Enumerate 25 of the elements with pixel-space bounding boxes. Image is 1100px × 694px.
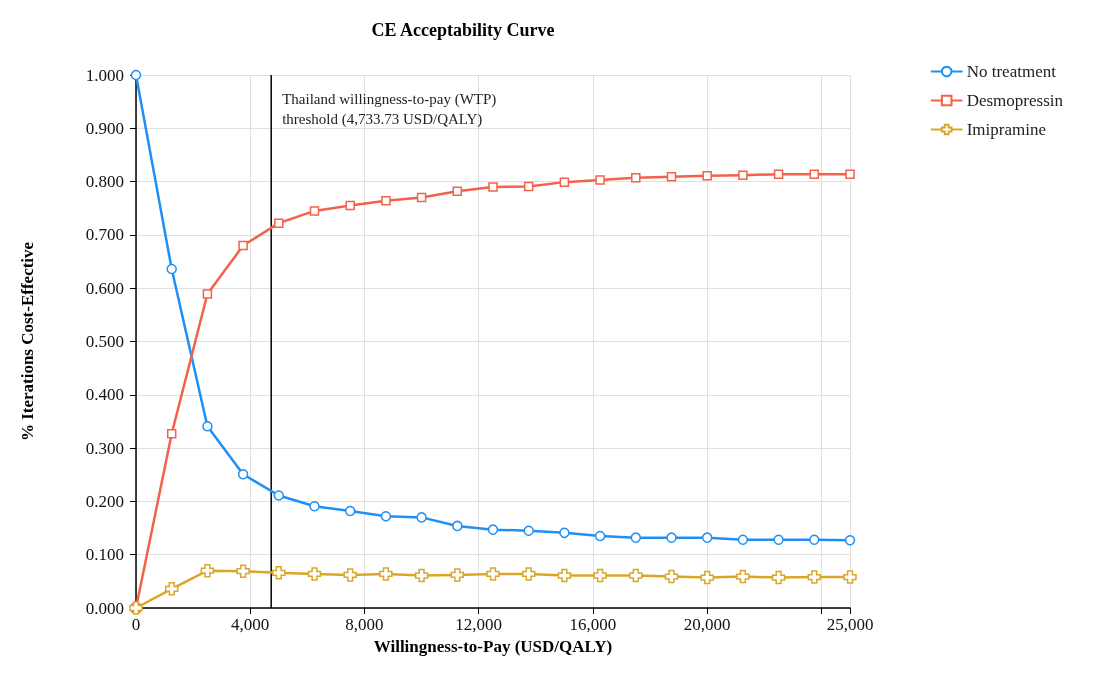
x-tick-label: 25,000 bbox=[826, 615, 874, 634]
x-tick-label: 16,000 bbox=[569, 615, 617, 634]
y-tick-label: 0.700 bbox=[85, 225, 124, 245]
y-tick-label: 0.100 bbox=[85, 545, 124, 565]
x-tick-label: 8,000 bbox=[345, 615, 384, 634]
x-tick-label: 4,000 bbox=[231, 615, 270, 634]
y-tick-label: 0.800 bbox=[85, 172, 124, 192]
legend-label: Desmopressin bbox=[966, 91, 1064, 110]
x-axis-title: Willingness-to-Pay (USD/QALY) bbox=[373, 637, 613, 656]
x-tick-label: 0 bbox=[131, 615, 141, 634]
y-tick-label: 0.200 bbox=[85, 491, 124, 511]
y-tick-label: 1.000 bbox=[85, 65, 124, 85]
legend-label: Imipramine bbox=[966, 120, 1046, 139]
y-axis-title: % Iterations Cost-Effective bbox=[18, 241, 37, 442]
y-tick-label: 0.600 bbox=[85, 278, 124, 298]
ref-line-label: Thailand willingness-to-pay (WTP) threshold (4,733.73 USD/QALY) bbox=[282, 91, 497, 128]
x-tick-label: 20,000 bbox=[683, 615, 731, 634]
y-tick-label: 0.500 bbox=[85, 332, 124, 351]
y-tick-label: 0.000 bbox=[85, 598, 124, 618]
y-tick-label: 0.300 bbox=[85, 438, 124, 458]
y-tick-label: 0.900 bbox=[85, 118, 124, 138]
chart-title: CE Acceptability Curve bbox=[371, 20, 555, 40]
y-tick-label: 0.400 bbox=[85, 385, 124, 405]
x-tick-label: 12,000 bbox=[455, 615, 503, 634]
legend-label: No treatment bbox=[966, 62, 1057, 81]
